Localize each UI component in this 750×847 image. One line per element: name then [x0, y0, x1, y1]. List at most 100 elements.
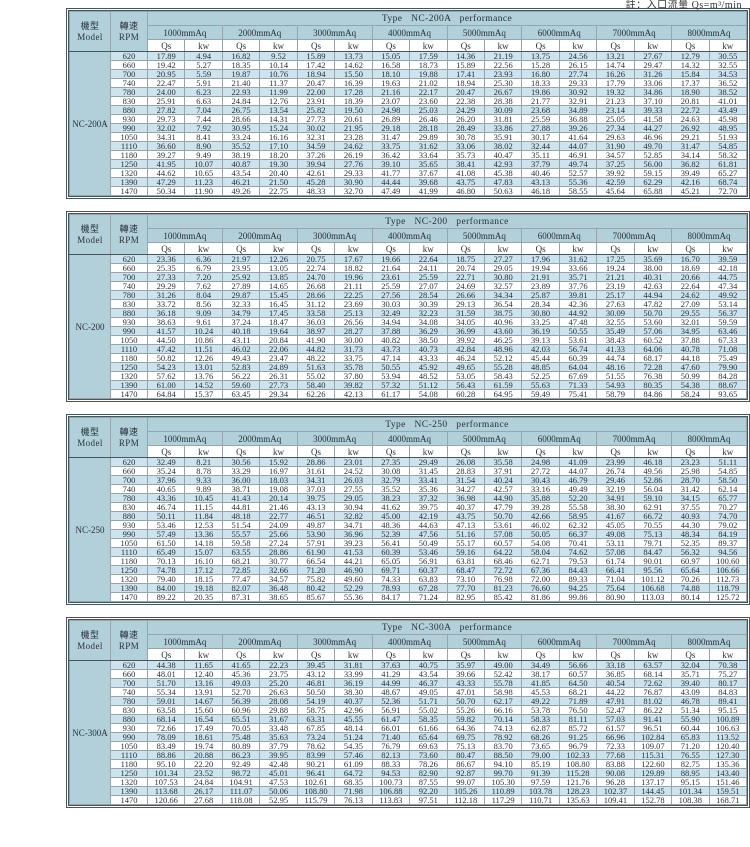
value-cell: 61.81: [708, 159, 748, 169]
value-cell: 44.82: [296, 344, 336, 354]
value-cell: 63.55: [221, 547, 261, 557]
qs-header: Qs: [296, 445, 336, 458]
value-cell: 22.25: [334, 290, 373, 300]
rpm-cell: 880: [110, 714, 148, 724]
value-cell: 51.34: [671, 705, 710, 715]
value-cell: 18.61: [184, 732, 223, 742]
value-cell: 71.20: [671, 741, 710, 751]
value-cell: 40.96: [483, 317, 523, 327]
value-cell: 36.19: [521, 326, 560, 336]
value-cell: 64.95: [483, 389, 523, 399]
value-cell: 22.38: [446, 96, 485, 106]
rpm-cell: 1050: [110, 335, 148, 345]
value-cell: 144.45: [633, 786, 673, 796]
value-cell: 62.91: [633, 502, 673, 512]
value-cell: 9.52: [259, 51, 298, 61]
value-cell: 52.12: [483, 353, 523, 363]
model-header-zh: 機型: [80, 630, 100, 641]
pressure-header: 3000mmAq: [296, 634, 373, 649]
rpm-cell: 1390: [110, 177, 148, 187]
value-cell: 37.79: [259, 741, 298, 751]
value-cell: 29.46: [596, 475, 635, 485]
value-cell: 118.79: [708, 583, 748, 593]
value-cell: 29.33: [334, 168, 373, 178]
value-cell: 84.83: [708, 687, 748, 697]
value-cell: 90.08: [596, 768, 635, 778]
data-table: 機型 Model 轉速 RPM Type NC-300A performance 1000…: [69, 620, 748, 805]
value-cell: 48.85: [521, 362, 560, 372]
value-cell: 28.66: [221, 114, 261, 124]
value-cell: 43.11: [221, 335, 261, 345]
kw-header: kw: [558, 242, 598, 255]
value-cell: 12.26: [184, 353, 223, 363]
value-cell: 54.38: [671, 380, 710, 390]
kw-header: kw: [409, 445, 448, 458]
value-cell: 49.56: [633, 466, 673, 476]
value-cell: 18.73: [409, 60, 448, 70]
kw-header: kw: [334, 648, 373, 661]
value-cell: 34.91: [596, 493, 635, 503]
value-cell: 62.14: [708, 484, 748, 494]
value-cell: 45.01: [259, 768, 298, 778]
qs-header: Qs: [446, 39, 485, 52]
value-cell: 50.34: [146, 186, 186, 196]
value-cell: 56.91: [409, 556, 448, 566]
kw-header: kw: [558, 445, 598, 458]
value-cell: 49.05: [409, 687, 448, 697]
value-cell: 117.29: [483, 795, 523, 805]
value-cell: 23.28: [334, 132, 373, 142]
value-cell: 37.26: [296, 150, 336, 160]
value-cell: 19.66: [371, 254, 411, 264]
value-cell: 62.32: [558, 520, 598, 530]
value-cell: 79.02: [708, 520, 748, 530]
value-cell: 29.29: [146, 281, 186, 291]
value-cell: 32.02: [146, 123, 186, 133]
value-cell: 55.78: [483, 678, 523, 688]
kw-header: kw: [633, 648, 673, 661]
value-cell: 28.49: [446, 123, 485, 133]
model-header-zh: 機型: [80, 427, 100, 438]
value-cell: 32.33: [221, 299, 261, 309]
value-cell: 30.90: [334, 177, 373, 187]
value-cell: 10.65: [184, 168, 223, 178]
value-cell: 46.18: [521, 186, 560, 196]
pressure-header: 7000mmAq: [596, 431, 673, 446]
value-cell: 28.66: [296, 290, 336, 300]
value-cell: 20.84: [259, 335, 298, 345]
value-cell: 76.50: [558, 705, 598, 715]
value-cell: 41.65: [221, 660, 261, 670]
kw-header: kw: [259, 648, 298, 661]
value-cell: 47.56: [409, 529, 448, 539]
value-cell: 36.00: [221, 475, 261, 485]
value-cell: 65.05: [371, 556, 411, 566]
value-cell: 64.36: [446, 723, 485, 733]
pressure-header: 8000mmAq: [671, 25, 747, 40]
model-header-cell: 機型 Model: [69, 620, 111, 661]
value-cell: 10.45: [184, 493, 223, 503]
value-cell: 43.33: [409, 353, 448, 363]
value-cell: 36.88: [558, 114, 598, 124]
value-cell: 30.39: [409, 299, 448, 309]
value-cell: 21.77: [521, 96, 560, 106]
value-cell: 102.84: [633, 732, 673, 742]
kw-header: kw: [558, 39, 598, 52]
value-cell: 25.03: [409, 105, 448, 115]
value-cell: 88.86: [146, 750, 186, 760]
kw-header: kw: [334, 39, 373, 52]
value-cell: 45.44: [521, 353, 560, 363]
value-cell: 56.91: [371, 705, 411, 715]
rpm-cell: 660: [110, 60, 148, 70]
value-cell: 32.31: [296, 132, 336, 142]
model-header-zh: 機型: [80, 224, 100, 235]
value-cell: 21.64: [371, 263, 411, 273]
value-cell: 34.59: [296, 141, 336, 151]
value-cell: 22.56: [483, 60, 523, 70]
value-cell: 79.53: [558, 556, 598, 566]
model-header-en: Model: [77, 437, 103, 448]
value-cell: 64.04: [558, 362, 598, 372]
value-cell: 44.27: [633, 123, 673, 133]
model-name-cell: NC-250: [69, 457, 111, 602]
value-cell: 58.75: [296, 705, 336, 715]
value-cell: 26.08: [446, 457, 485, 467]
value-cell: 24.11: [409, 263, 448, 273]
